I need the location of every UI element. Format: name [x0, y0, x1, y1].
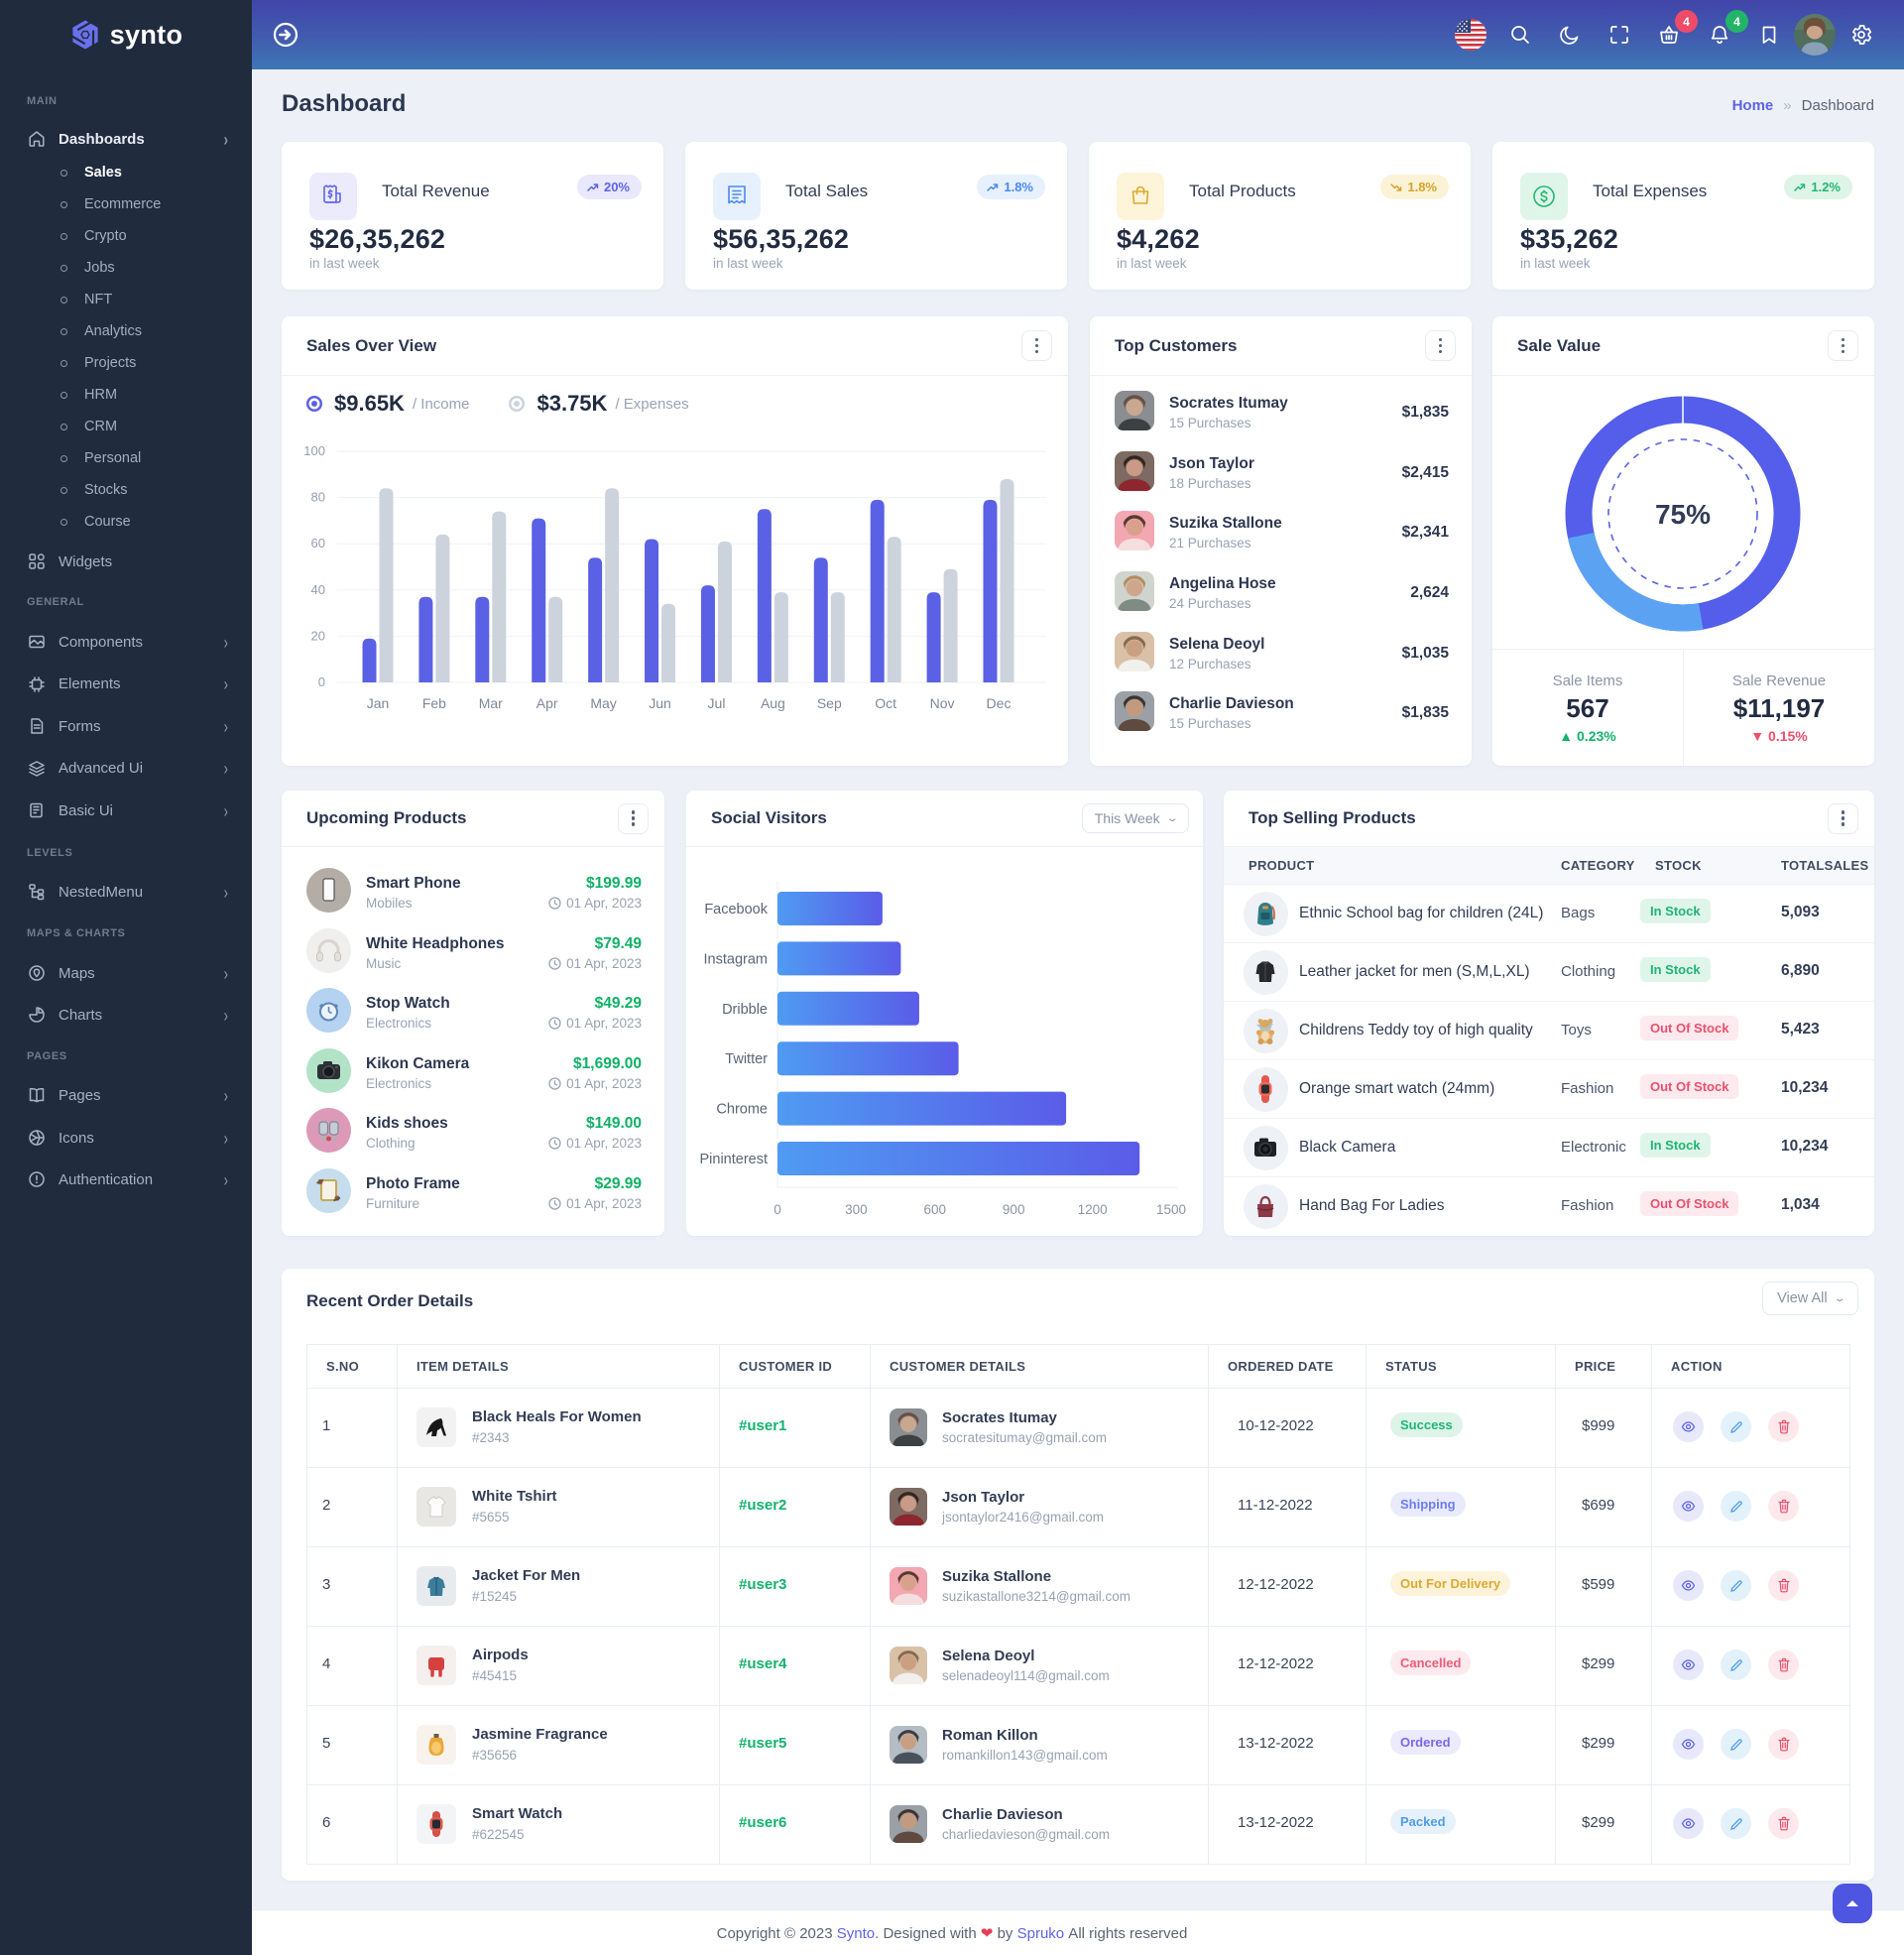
- svg-text:Instagram: Instagram: [704, 951, 768, 967]
- svg-text:20: 20: [311, 628, 325, 643]
- svg-text:0: 0: [774, 1202, 781, 1217]
- svg-text:Chrome: Chrome: [716, 1102, 768, 1118]
- svg-text:Dribble: Dribble: [722, 1002, 768, 1018]
- svg-text:100: 100: [303, 443, 325, 458]
- svg-text:Twitter: Twitter: [725, 1051, 768, 1067]
- svg-text:May: May: [590, 695, 616, 711]
- svg-text:1500: 1500: [1156, 1202, 1186, 1217]
- svg-text:900: 900: [1003, 1202, 1025, 1217]
- svg-text:Jun: Jun: [649, 695, 671, 711]
- svg-text:Pininterest: Pininterest: [699, 1152, 768, 1167]
- svg-text:Mar: Mar: [479, 695, 503, 711]
- svg-text:Nov: Nov: [930, 695, 955, 711]
- svg-text:40: 40: [311, 582, 325, 597]
- svg-text:300: 300: [845, 1202, 868, 1217]
- svg-text:75%: 75%: [1655, 499, 1711, 530]
- svg-text:80: 80: [311, 490, 325, 505]
- svg-text:Jan: Jan: [367, 695, 390, 711]
- svg-text:Oct: Oct: [875, 695, 896, 711]
- svg-text:60: 60: [311, 536, 325, 550]
- svg-text:0: 0: [318, 674, 325, 689]
- svg-text:Apr: Apr: [536, 695, 558, 711]
- svg-text:600: 600: [924, 1202, 947, 1217]
- svg-text:Feb: Feb: [422, 695, 446, 711]
- svg-text:Sep: Sep: [817, 695, 842, 711]
- svg-text:Facebook: Facebook: [704, 902, 768, 917]
- svg-text:Dec: Dec: [987, 695, 1012, 711]
- svg-text:1200: 1200: [1078, 1202, 1108, 1217]
- svg-text:Aug: Aug: [761, 695, 785, 711]
- svg-text:Jul: Jul: [708, 695, 726, 711]
